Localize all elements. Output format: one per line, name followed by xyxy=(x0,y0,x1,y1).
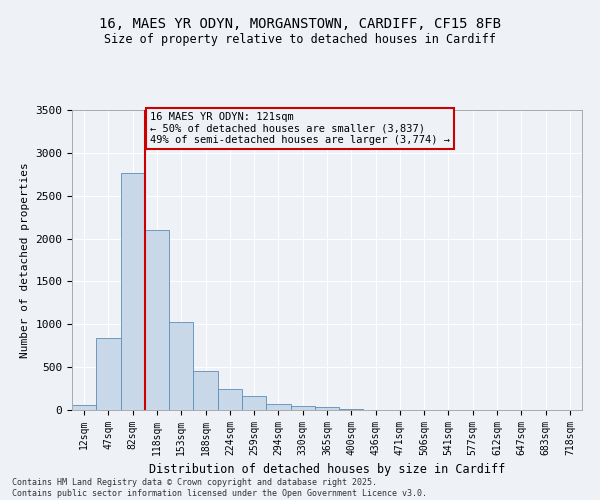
Y-axis label: Number of detached properties: Number of detached properties xyxy=(20,162,30,358)
Text: 16 MAES YR ODYN: 121sqm
← 50% of detached houses are smaller (3,837)
49% of semi: 16 MAES YR ODYN: 121sqm ← 50% of detache… xyxy=(150,112,450,145)
Bar xyxy=(315,408,339,410)
Bar xyxy=(290,406,315,410)
Bar xyxy=(96,338,121,410)
X-axis label: Distribution of detached houses by size in Cardiff: Distribution of detached houses by size … xyxy=(149,464,505,476)
Bar xyxy=(218,388,242,410)
Bar xyxy=(242,396,266,410)
Text: 16, MAES YR ODYN, MORGANSTOWN, CARDIFF, CF15 8FB: 16, MAES YR ODYN, MORGANSTOWN, CARDIFF, … xyxy=(99,18,501,32)
Bar xyxy=(145,230,169,410)
Bar xyxy=(339,408,364,410)
Bar xyxy=(169,322,193,410)
Text: Contains HM Land Registry data © Crown copyright and database right 2025.
Contai: Contains HM Land Registry data © Crown c… xyxy=(12,478,427,498)
Bar xyxy=(266,404,290,410)
Bar xyxy=(121,174,145,410)
Text: Size of property relative to detached houses in Cardiff: Size of property relative to detached ho… xyxy=(104,32,496,46)
Bar xyxy=(72,406,96,410)
Bar xyxy=(193,372,218,410)
